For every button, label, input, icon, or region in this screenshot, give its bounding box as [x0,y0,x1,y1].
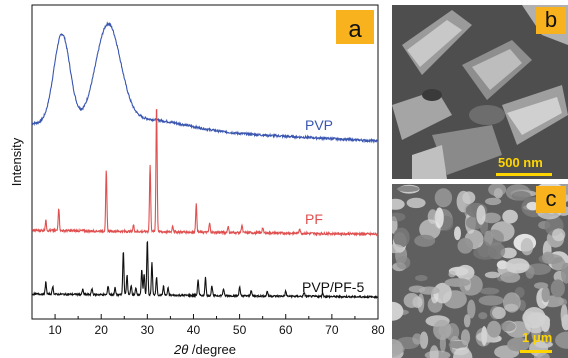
y-axis-label: Intensity [9,137,24,186]
series-layer [31,21,379,300]
sem-texture-b [392,5,568,179]
sem-image-b: b 500 nm [392,5,568,179]
series-label-pvp-pf-5: PVP/PF-5 [302,279,364,295]
scale-label-c: 1 μm [522,330,553,345]
x-tick-label-80: 80 [371,323,385,337]
panel-letter-bg [336,10,374,44]
panel-letter-a: a [348,16,362,43]
x-axis-label: 2θ /degree [173,342,236,357]
series-line-pvp-pf-5 [31,240,378,300]
series-labels: PVP PF PVP/PF-5 [302,117,364,295]
x-tick-label-30: 30 [141,323,155,337]
x-tick-label-50: 50 [233,323,247,337]
panel-letter-c: c [536,186,566,213]
plot-frame [31,4,379,320]
x-axis: 10 20 30 40 50 60 70 80 [48,314,385,337]
x-tick-label-70: 70 [325,323,339,337]
series-label-pvp: PVP [305,117,333,133]
scale-label-b: 500 nm [498,155,543,170]
x-tick-label-40: 40 [187,323,201,337]
series-line-pvp [31,21,379,144]
sem-image-c: c 1 μm [392,184,568,358]
x-tick-label-60: 60 [279,323,293,337]
panel-letter-b: b [536,7,566,34]
series-label-pf: PF [305,211,323,227]
xrd-chart: 10 20 30 40 50 60 70 80 PVP PF PVP/PF-5 a Intensi… [9,4,385,357]
x-axis-label-unit: /degree [188,342,236,357]
x-tick-label-20: 20 [95,323,109,337]
x-tick-label-10: 10 [48,323,62,337]
x-axis-label-theta: 2θ [173,342,188,357]
scale-bar-c [520,350,552,353]
series-line-pf [31,108,379,238]
scale-bar-b [496,173,552,176]
